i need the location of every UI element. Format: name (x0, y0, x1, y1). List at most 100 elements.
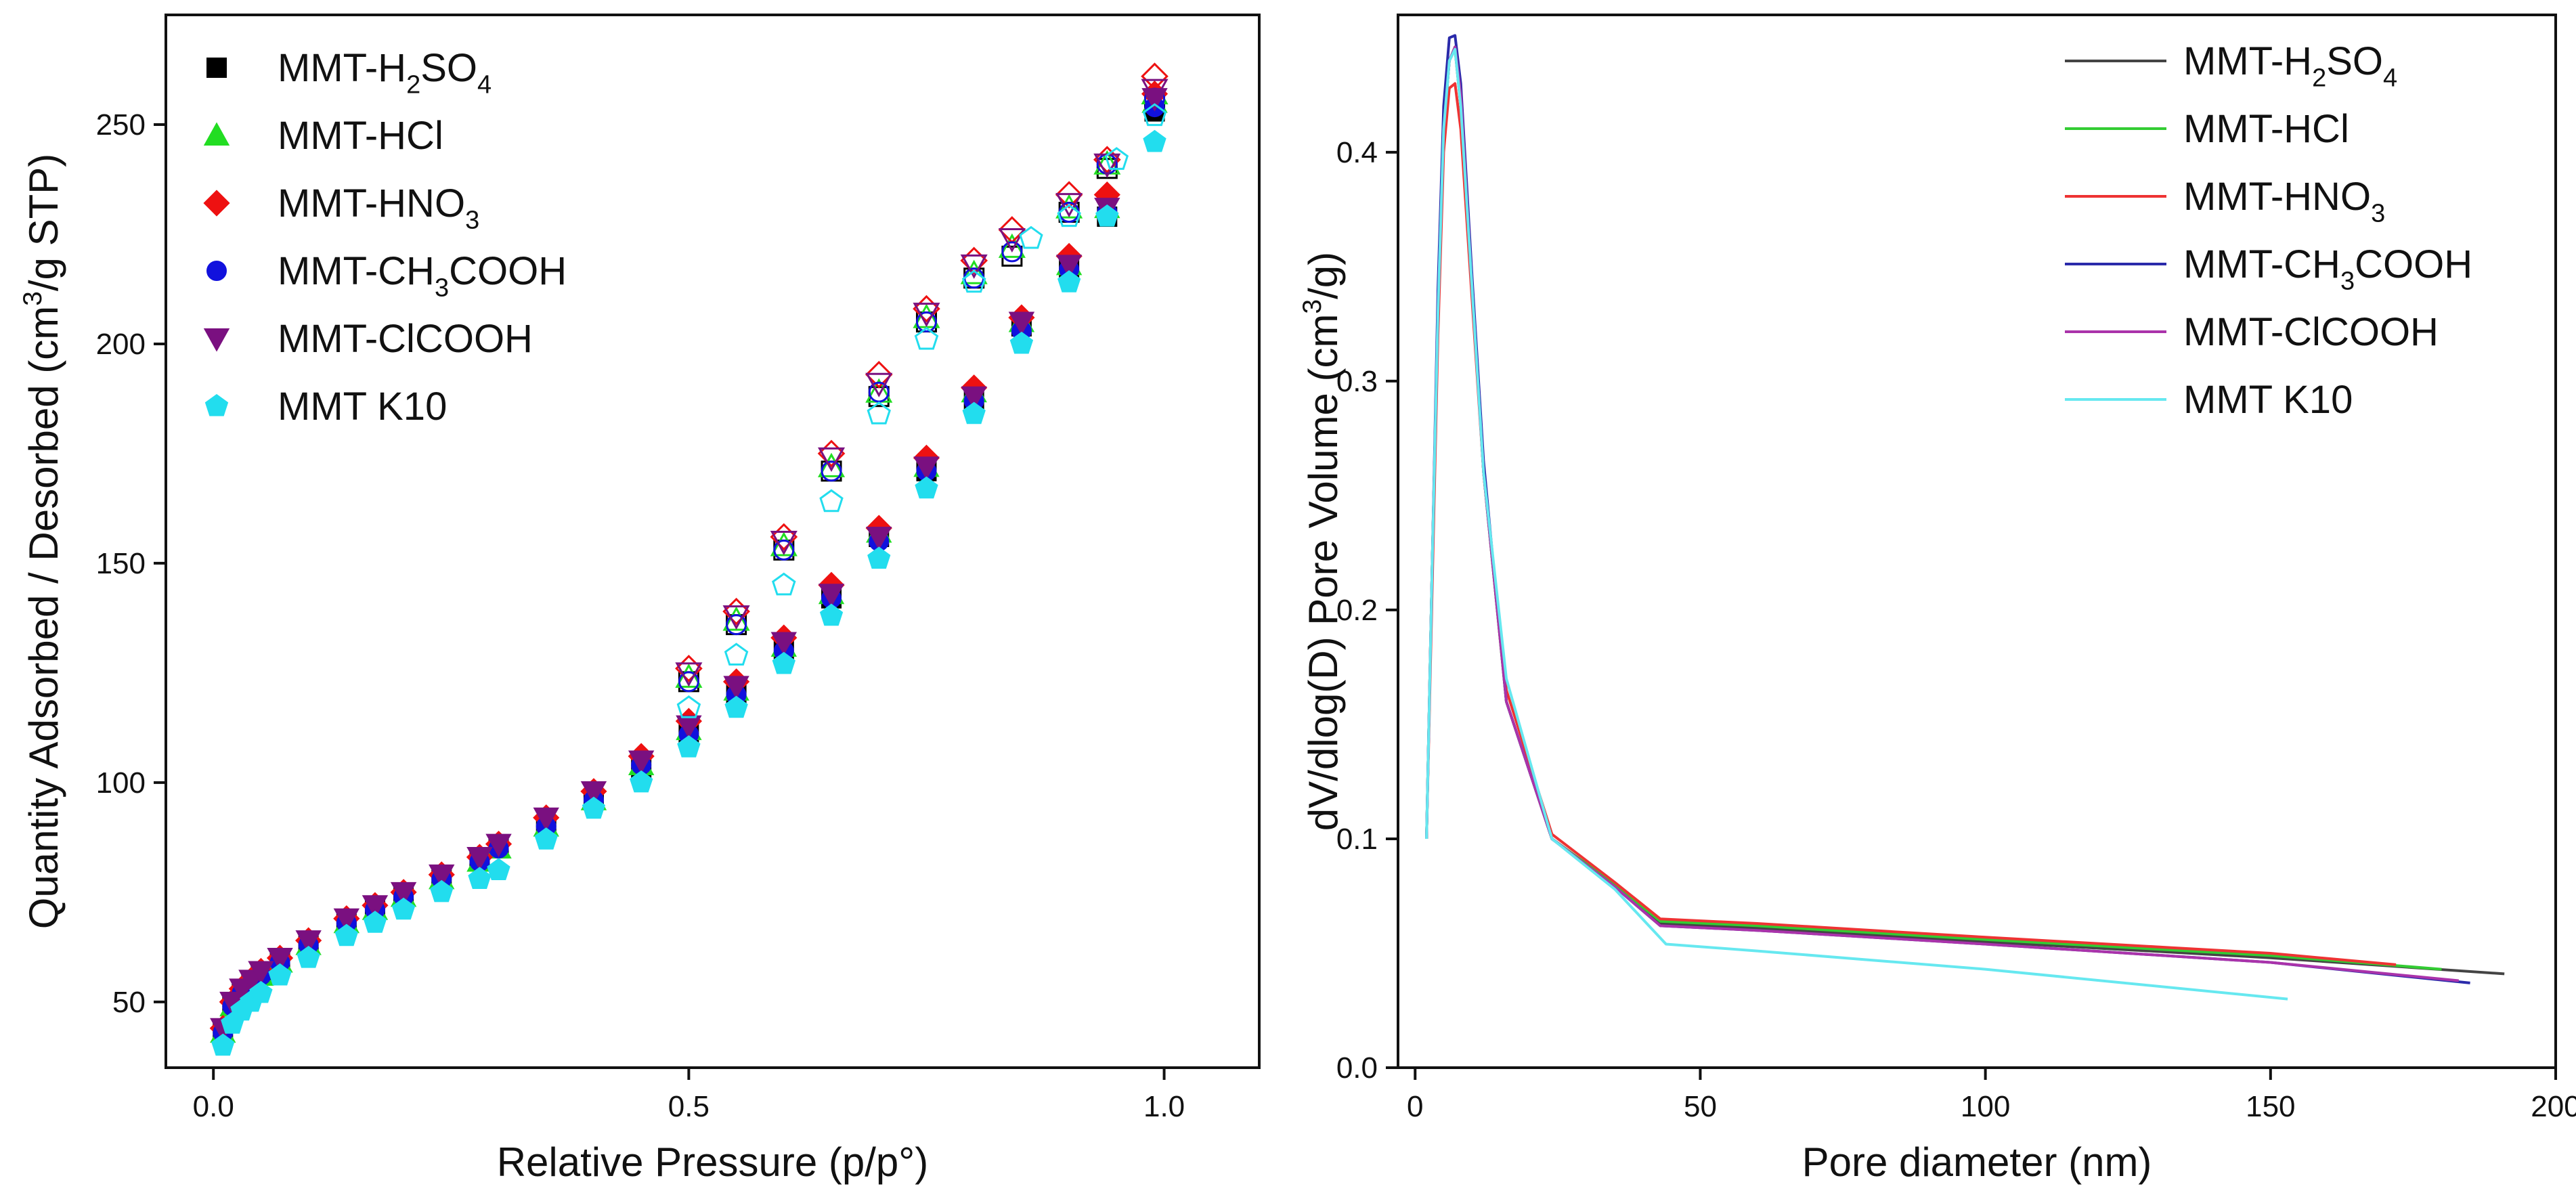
y-tick-label: 0.0 (1336, 1051, 1378, 1085)
isotherm-chart-panel: 0.0 0.5 1.0 50 100 150 200 250 Relative Pressure… (18, 14, 1261, 1185)
x-tick-label: 0.0 (193, 1090, 234, 1123)
desorption-point (817, 447, 846, 472)
desorption-point (960, 254, 988, 279)
desorption-point (961, 269, 986, 293)
legend-label-mmt-hno3: MMT-HNO3 (278, 181, 479, 234)
adsorption-point (485, 833, 512, 858)
legend-marker-mmt-ch3cooh (206, 261, 227, 281)
desorption-point (770, 531, 798, 556)
y-tick-label: 0.1 (1336, 823, 1378, 856)
desorption-point (865, 372, 893, 397)
adsorption-point (248, 961, 274, 985)
adsorption-point (676, 715, 702, 739)
desorption-point (724, 643, 749, 666)
legend: MMT-H2SO4 MMT-HCl MMT-HNO3 MMT-CH3COOH MMT-C… (203, 46, 567, 429)
legend-label-mmt-h2so4: MMT-H2SO4 (278, 46, 492, 99)
legend-label-mmt-k10: MMT K10 (278, 385, 447, 429)
adsorption-point (1055, 255, 1083, 278)
desorption-point (1019, 225, 1043, 249)
x-tick-label: 0 (1407, 1090, 1423, 1123)
desorption-point (915, 311, 937, 333)
desorption-point (960, 259, 988, 284)
adsorption-point (1095, 204, 1119, 227)
adsorption-point (630, 770, 653, 793)
adsorption-point (468, 867, 492, 889)
adsorption-point (334, 923, 358, 946)
legend-label-mmt-hno3: MMT-HNO3 (2183, 175, 2385, 227)
legend-label-mmt-k10: MMT K10 (2183, 378, 2353, 422)
desorption-point (678, 671, 699, 693)
legend-marker-mmt-hcl (203, 122, 230, 146)
data-series-group (209, 62, 1169, 1056)
adsorption-point (1008, 311, 1035, 336)
plot-frame (1397, 14, 2557, 1069)
legend-label-mmt-ch3cooh: MMT-CH3COOH (278, 249, 567, 302)
adsorption-point (362, 895, 389, 919)
desorption-point (1055, 181, 1083, 209)
x-axis-title: Relative Pressure (p/p°) (497, 1139, 929, 1185)
legend-label-mmt-ch3cooh: MMT-CH3COOH (2183, 242, 2472, 295)
x-tick-label: 0.5 (668, 1090, 710, 1123)
adsorption-point (1009, 331, 1034, 354)
adsorption-point (913, 456, 940, 480)
desorption-point (773, 539, 795, 561)
adsorption-point (487, 858, 510, 880)
series-mmt-k10 (211, 103, 1167, 1056)
y-tick-label: 250 (96, 108, 146, 142)
desorption-point (998, 227, 1026, 253)
adsorption-point (772, 651, 795, 674)
series-mmt-hcl (210, 80, 1169, 1043)
y-tick-label: 150 (96, 547, 146, 580)
legend-marker-mmt-k10 (204, 393, 229, 416)
legend-marker-mmt-h2so4 (206, 58, 227, 78)
y-tick-label: 0.2 (1336, 594, 1378, 627)
adsorption-point (1143, 129, 1166, 152)
desorption-point (913, 303, 940, 328)
adsorption-point (391, 897, 416, 920)
desorption-point (1055, 193, 1083, 218)
x-tick-label: 1.0 (1143, 1090, 1185, 1123)
adsorption-point (249, 980, 273, 1003)
adsorption-point (268, 963, 292, 986)
series-line-mmt-k10 (1425, 47, 2288, 1001)
desorption-point (1001, 241, 1023, 263)
adsorption-point (1057, 270, 1081, 292)
adsorption-point (770, 632, 798, 656)
legend-label-mmt-hcl: MMT-HCl (278, 114, 443, 158)
desorption-point (1141, 79, 1169, 104)
y-axis-title: dV/dlog(D) Pore Volume (cm3/g) (1298, 252, 1346, 831)
desorption-point (1057, 204, 1081, 227)
x-tick-label: 50 (1684, 1090, 1717, 1123)
adsorption-point (915, 476, 938, 499)
data-series-group (1425, 34, 2505, 1001)
adsorption-point (333, 908, 360, 932)
adsorption-point (211, 1033, 235, 1056)
legend-marker-mmt-clcooh (203, 328, 230, 352)
legend: MMT-H2SO4 MMT-HCl MMT-HNO3 MMT-CH3COOH MMT-C… (2065, 39, 2472, 422)
adsorption-point (430, 879, 454, 902)
desorption-point (675, 662, 703, 687)
x-tick-label: 100 (1961, 1090, 2010, 1123)
y-tick-label: 200 (96, 328, 146, 361)
legend-label-mmt-clcooh: MMT-ClCOOH (2183, 310, 2439, 354)
adsorption-point (534, 827, 558, 850)
legend-label-mmt-h2so4: MMT-H2SO4 (2183, 39, 2397, 92)
adsorption-point (866, 527, 892, 550)
adsorption-point (819, 603, 844, 626)
adsorption-point (580, 781, 607, 805)
adsorption-point (429, 864, 455, 888)
y-tick-label: 0.3 (1336, 365, 1378, 398)
series-mmt-clcooh (210, 79, 1169, 1042)
legend-label-mmt-hcl: MMT-HCl (2183, 107, 2349, 151)
adsorption-point (818, 584, 845, 607)
desorption-point (1104, 147, 1129, 170)
adsorption-point (724, 695, 748, 718)
plot-frame (165, 14, 1261, 1069)
desorption-point (1142, 103, 1167, 127)
x-tick-label: 200 (2531, 1090, 2576, 1123)
desorption-point (867, 401, 891, 425)
adsorption-point (677, 735, 701, 758)
adsorption-point (390, 882, 417, 906)
legend-marker-mmt-hno3 (203, 190, 230, 217)
adsorption-point (961, 386, 987, 410)
